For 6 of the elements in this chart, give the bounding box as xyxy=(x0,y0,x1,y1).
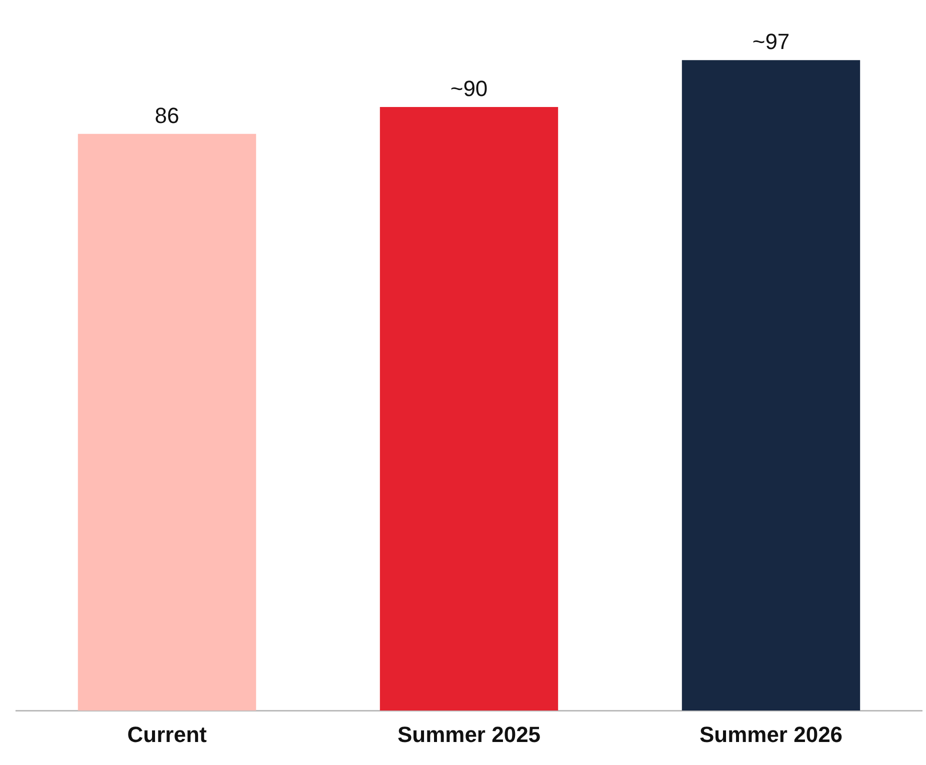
x-tick-label: Summer 2025 xyxy=(397,722,541,747)
data-label: ~97 xyxy=(752,29,790,54)
x-tick-label: Current xyxy=(127,722,208,747)
x-tick-label: Summer 2026 xyxy=(699,722,843,747)
data-label: 86 xyxy=(154,102,180,128)
data-label: ~90 xyxy=(450,76,488,102)
